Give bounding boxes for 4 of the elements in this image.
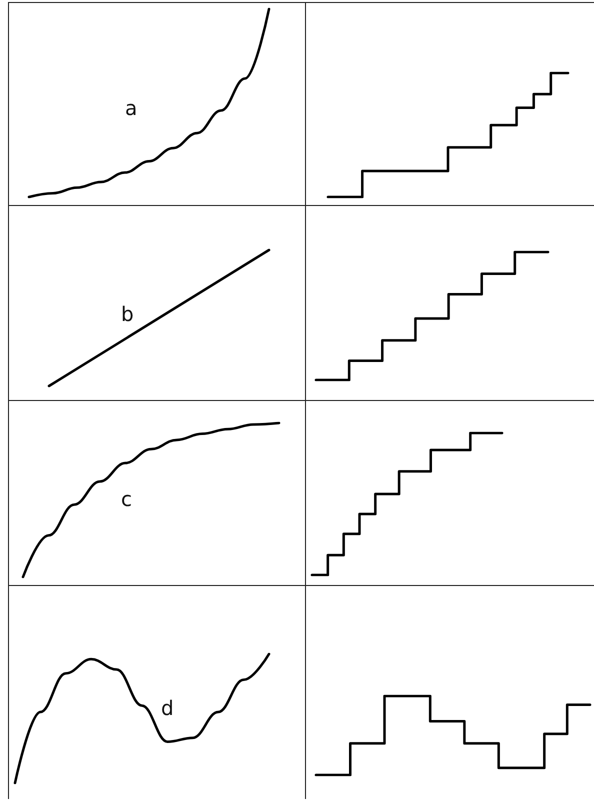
annotation: c [121, 487, 132, 511]
annotation: a [125, 96, 138, 120]
annotation: b [121, 302, 134, 326]
annotation: d [161, 696, 174, 720]
